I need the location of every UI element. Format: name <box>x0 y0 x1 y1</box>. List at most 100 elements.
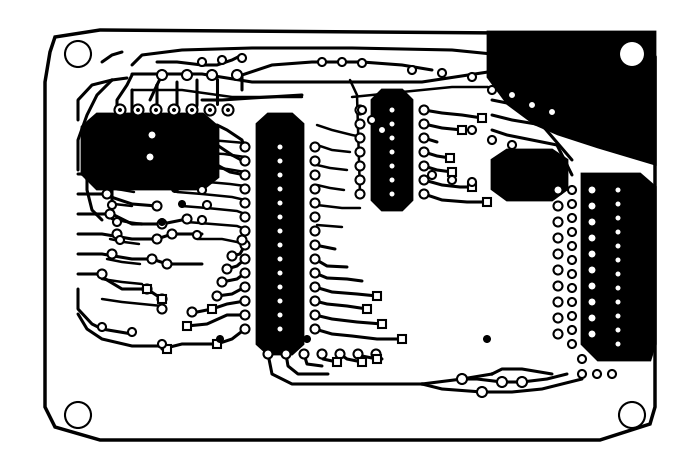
Circle shape <box>241 185 249 194</box>
Circle shape <box>389 121 395 126</box>
Circle shape <box>167 229 176 238</box>
Circle shape <box>178 200 186 208</box>
Circle shape <box>113 218 121 226</box>
Circle shape <box>277 256 283 261</box>
Bar <box>333 358 341 366</box>
Circle shape <box>615 342 620 346</box>
Polygon shape <box>45 30 655 440</box>
Circle shape <box>276 158 284 165</box>
Circle shape <box>554 265 563 275</box>
Circle shape <box>389 149 396 155</box>
Circle shape <box>303 335 311 343</box>
Circle shape <box>153 235 162 244</box>
Circle shape <box>162 260 172 269</box>
Bar <box>468 183 476 191</box>
Circle shape <box>483 335 491 343</box>
Circle shape <box>587 185 596 194</box>
Circle shape <box>408 66 416 74</box>
Circle shape <box>615 214 622 221</box>
Circle shape <box>108 201 116 209</box>
Circle shape <box>311 185 319 194</box>
Polygon shape <box>372 90 412 210</box>
Circle shape <box>419 176 428 185</box>
Circle shape <box>311 199 319 208</box>
Circle shape <box>554 250 563 259</box>
Circle shape <box>113 229 122 238</box>
Circle shape <box>216 335 224 343</box>
Circle shape <box>277 159 283 163</box>
Circle shape <box>241 311 249 320</box>
Circle shape <box>568 186 576 194</box>
Bar <box>163 345 171 353</box>
Bar <box>143 285 151 293</box>
Circle shape <box>241 283 249 292</box>
Circle shape <box>568 312 576 320</box>
Circle shape <box>468 178 476 186</box>
Circle shape <box>198 186 206 194</box>
Circle shape <box>615 340 622 347</box>
Circle shape <box>615 285 622 292</box>
Circle shape <box>389 108 395 112</box>
Circle shape <box>615 216 620 220</box>
Circle shape <box>182 70 192 80</box>
Circle shape <box>615 300 620 304</box>
Circle shape <box>188 307 197 317</box>
Bar <box>373 292 381 300</box>
Circle shape <box>276 213 284 220</box>
Circle shape <box>311 296 319 305</box>
Circle shape <box>148 254 157 263</box>
Circle shape <box>172 108 176 112</box>
Circle shape <box>389 135 395 141</box>
Circle shape <box>389 191 396 197</box>
Bar <box>446 154 454 162</box>
Circle shape <box>311 227 319 236</box>
Bar <box>478 114 486 122</box>
Circle shape <box>277 270 283 276</box>
Circle shape <box>356 134 365 143</box>
Circle shape <box>158 304 167 313</box>
Circle shape <box>587 281 596 290</box>
Circle shape <box>276 297 284 304</box>
Circle shape <box>356 189 365 199</box>
Circle shape <box>517 377 527 387</box>
Circle shape <box>615 243 622 250</box>
Circle shape <box>548 108 556 116</box>
Circle shape <box>448 176 456 184</box>
Circle shape <box>158 218 166 226</box>
Circle shape <box>190 108 194 112</box>
Bar <box>378 320 386 328</box>
Circle shape <box>311 170 319 179</box>
Circle shape <box>311 254 319 263</box>
Bar <box>158 295 166 303</box>
Circle shape <box>554 297 563 306</box>
Circle shape <box>615 186 622 194</box>
Polygon shape <box>582 174 655 360</box>
Circle shape <box>468 73 476 81</box>
Circle shape <box>568 270 576 278</box>
Circle shape <box>241 212 249 221</box>
Circle shape <box>241 269 249 278</box>
Circle shape <box>593 370 601 378</box>
Circle shape <box>508 91 516 99</box>
Circle shape <box>587 297 596 306</box>
Circle shape <box>356 119 365 128</box>
Circle shape <box>428 171 436 179</box>
Circle shape <box>277 214 283 219</box>
Circle shape <box>615 228 622 236</box>
Circle shape <box>102 189 111 199</box>
Circle shape <box>277 172 283 177</box>
Circle shape <box>419 106 428 115</box>
Circle shape <box>356 147 365 157</box>
Circle shape <box>368 116 376 124</box>
Circle shape <box>615 327 622 334</box>
Circle shape <box>241 254 249 263</box>
Circle shape <box>223 264 232 273</box>
Circle shape <box>150 104 162 116</box>
Bar <box>363 305 371 313</box>
Circle shape <box>228 252 237 261</box>
Circle shape <box>318 349 326 359</box>
Circle shape <box>276 185 284 193</box>
Circle shape <box>143 285 151 294</box>
Circle shape <box>358 106 366 114</box>
Circle shape <box>241 241 249 250</box>
